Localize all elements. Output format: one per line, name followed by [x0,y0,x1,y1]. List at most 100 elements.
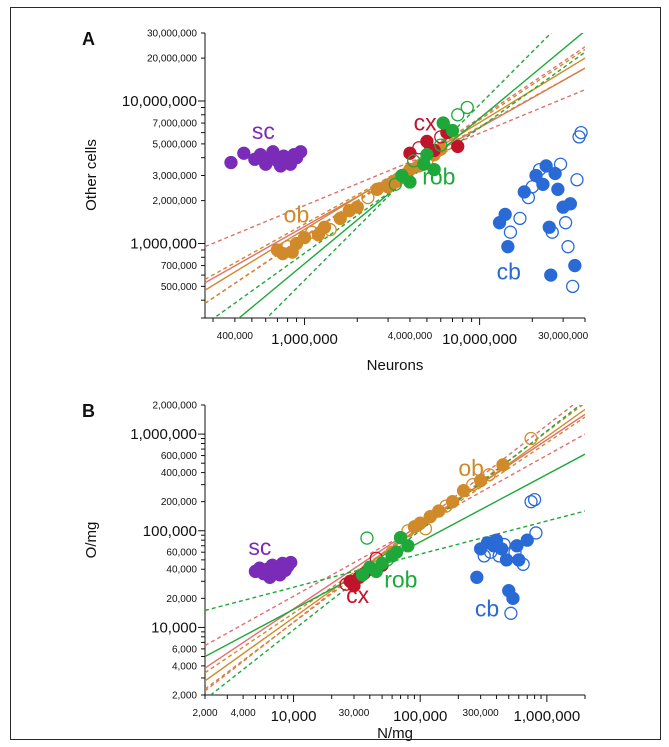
data-point-rob [427,162,441,177]
data-point-sc [293,145,308,159]
data-point-cb [510,539,524,553]
data-point-cb [516,557,530,571]
series-rob [355,530,415,582]
data-point-ob [524,431,538,446]
fit-line [205,46,585,304]
series-rob [388,100,474,192]
x-tick-label: 10,000,000 [442,331,517,348]
fit-line [205,89,585,248]
x-tick-label: 1,000,000 [514,708,581,725]
data-point-rob [388,177,402,192]
data-point-rob [403,175,417,189]
data-point-cb [506,591,520,605]
y-tick-label: 10,000,000 [122,93,197,110]
data-point-cb [565,279,580,294]
data-point-cx [420,134,434,149]
data-point-cb [513,211,527,226]
y-tick-label: 6,000 [172,644,197,655]
y-tick-label: 700,000 [161,261,198,272]
series-label-cb: cb [475,595,499,621]
y-tick-label: 1,000,000 [130,426,197,443]
data-point-cb [520,533,534,547]
data-point-cb [527,492,542,507]
y-tick-label: 5,000,000 [153,139,198,150]
series-label-cx: cx [414,110,438,136]
data-point-cx [451,139,465,154]
data-point-ob [333,211,347,226]
fit-line [205,413,585,669]
data-point-ob [482,468,496,482]
y-axis-label: O/mg [83,522,100,559]
series-cx [403,125,465,160]
data-point-sc [237,146,251,160]
data-point-cb [497,537,511,552]
fit-line [205,408,585,682]
y-tick-label: 20,000,000 [147,54,197,65]
data-point-rob [393,530,408,545]
y-tick-label: 1,000,000 [130,235,197,252]
data-point-cb [574,125,588,140]
x-tick-label: 1,000,000 [271,331,338,348]
data-point-cb [561,240,575,254]
x-tick-label: 4,000 [231,708,256,719]
x-tick-label: 300,000 [463,708,500,719]
series-sc [248,555,298,584]
series-label-ob: ob [284,202,310,228]
x-tick-label: 30,000,000 [538,331,588,342]
data-point-cb [545,225,559,239]
x-tick-label: 10,000 [271,708,317,725]
series-label-cx: cx [346,582,370,608]
series-sc [224,145,308,173]
data-point-cb [503,225,518,239]
data-point-cb [551,182,565,196]
data-point-ob [361,190,375,205]
series-label-rob: rob [422,163,455,189]
y-tick-label: 500,000 [161,282,198,293]
data-point-cb [477,549,491,563]
data-point-cb [529,526,543,540]
data-point-ob [445,495,460,509]
data-point-rob [360,531,374,545]
data-point-ob [323,223,337,237]
series-cb [492,125,588,294]
data-point-ob [432,504,446,518]
data-point-rob [436,116,450,130]
data-point-rob [420,148,434,162]
fit-lines [205,33,585,318]
data-points [248,431,543,620]
x-tick-label: 30,000 [339,708,370,719]
data-point-ob [370,182,384,196]
y-tick-label: 2,000,000 [153,196,198,207]
y-tick-label: 60,000 [166,548,197,559]
data-points [224,100,588,294]
y-tick-label: 30,000,000 [147,29,197,40]
data-point-cb [558,216,573,230]
y-tick-label: 40,000 [166,565,197,576]
series-label-ob: ob [458,455,484,481]
fit-line [265,33,553,318]
y-tick-label: 100,000 [143,523,197,540]
x-tick-label: 100,000 [393,708,447,725]
y-tick-label: 3,000,000 [153,171,198,182]
data-point-cb [498,207,512,222]
fit-line [205,48,585,304]
y-tick-label: 600,000 [161,451,198,462]
x-axis-label: N/mg [377,725,413,742]
data-point-cx [403,146,417,160]
y-tick-label: 20,000 [166,594,197,605]
data-point-sc [224,155,238,170]
data-point-cb [563,197,578,211]
data-point-ob [496,458,510,472]
data-point-cb [536,177,550,192]
data-point-cb [501,240,515,254]
data-point-rob [451,108,465,122]
data-point-rob [389,545,404,559]
data-point-sc [284,555,298,570]
x-axis-label: Neurons [367,357,424,374]
data-point-cb [470,570,484,584]
data-point-rob [434,138,448,152]
data-point-cb [544,268,558,282]
data-point-ob [350,200,364,214]
y-tick-label: 400,000 [161,468,198,479]
